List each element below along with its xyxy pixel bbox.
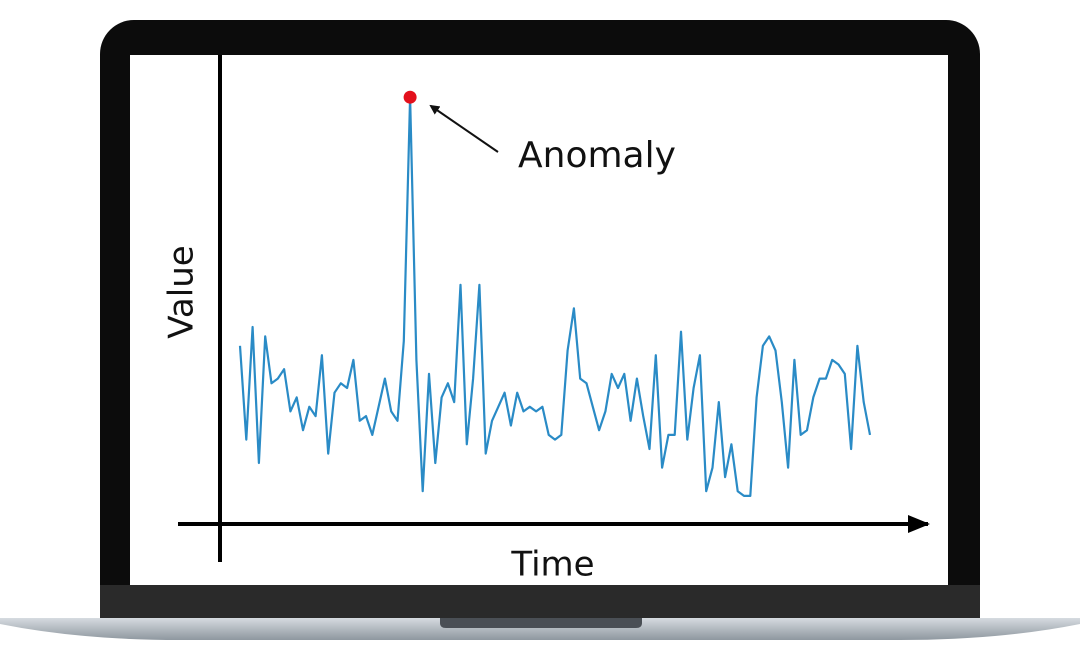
annotation-arrow (429, 104, 499, 153)
data-line (238, 96, 872, 497)
anomaly-point (403, 90, 417, 104)
chart: Value Time Anomaly (162, 55, 930, 585)
laptop-chin (100, 585, 980, 620)
screen (130, 55, 948, 585)
y-axis-label: Value (162, 245, 202, 338)
laptop-notch (440, 618, 642, 628)
annotation: Anomaly (518, 135, 676, 176)
x-axis-label: Time (510, 545, 594, 585)
laptop-base (0, 618, 1080, 640)
